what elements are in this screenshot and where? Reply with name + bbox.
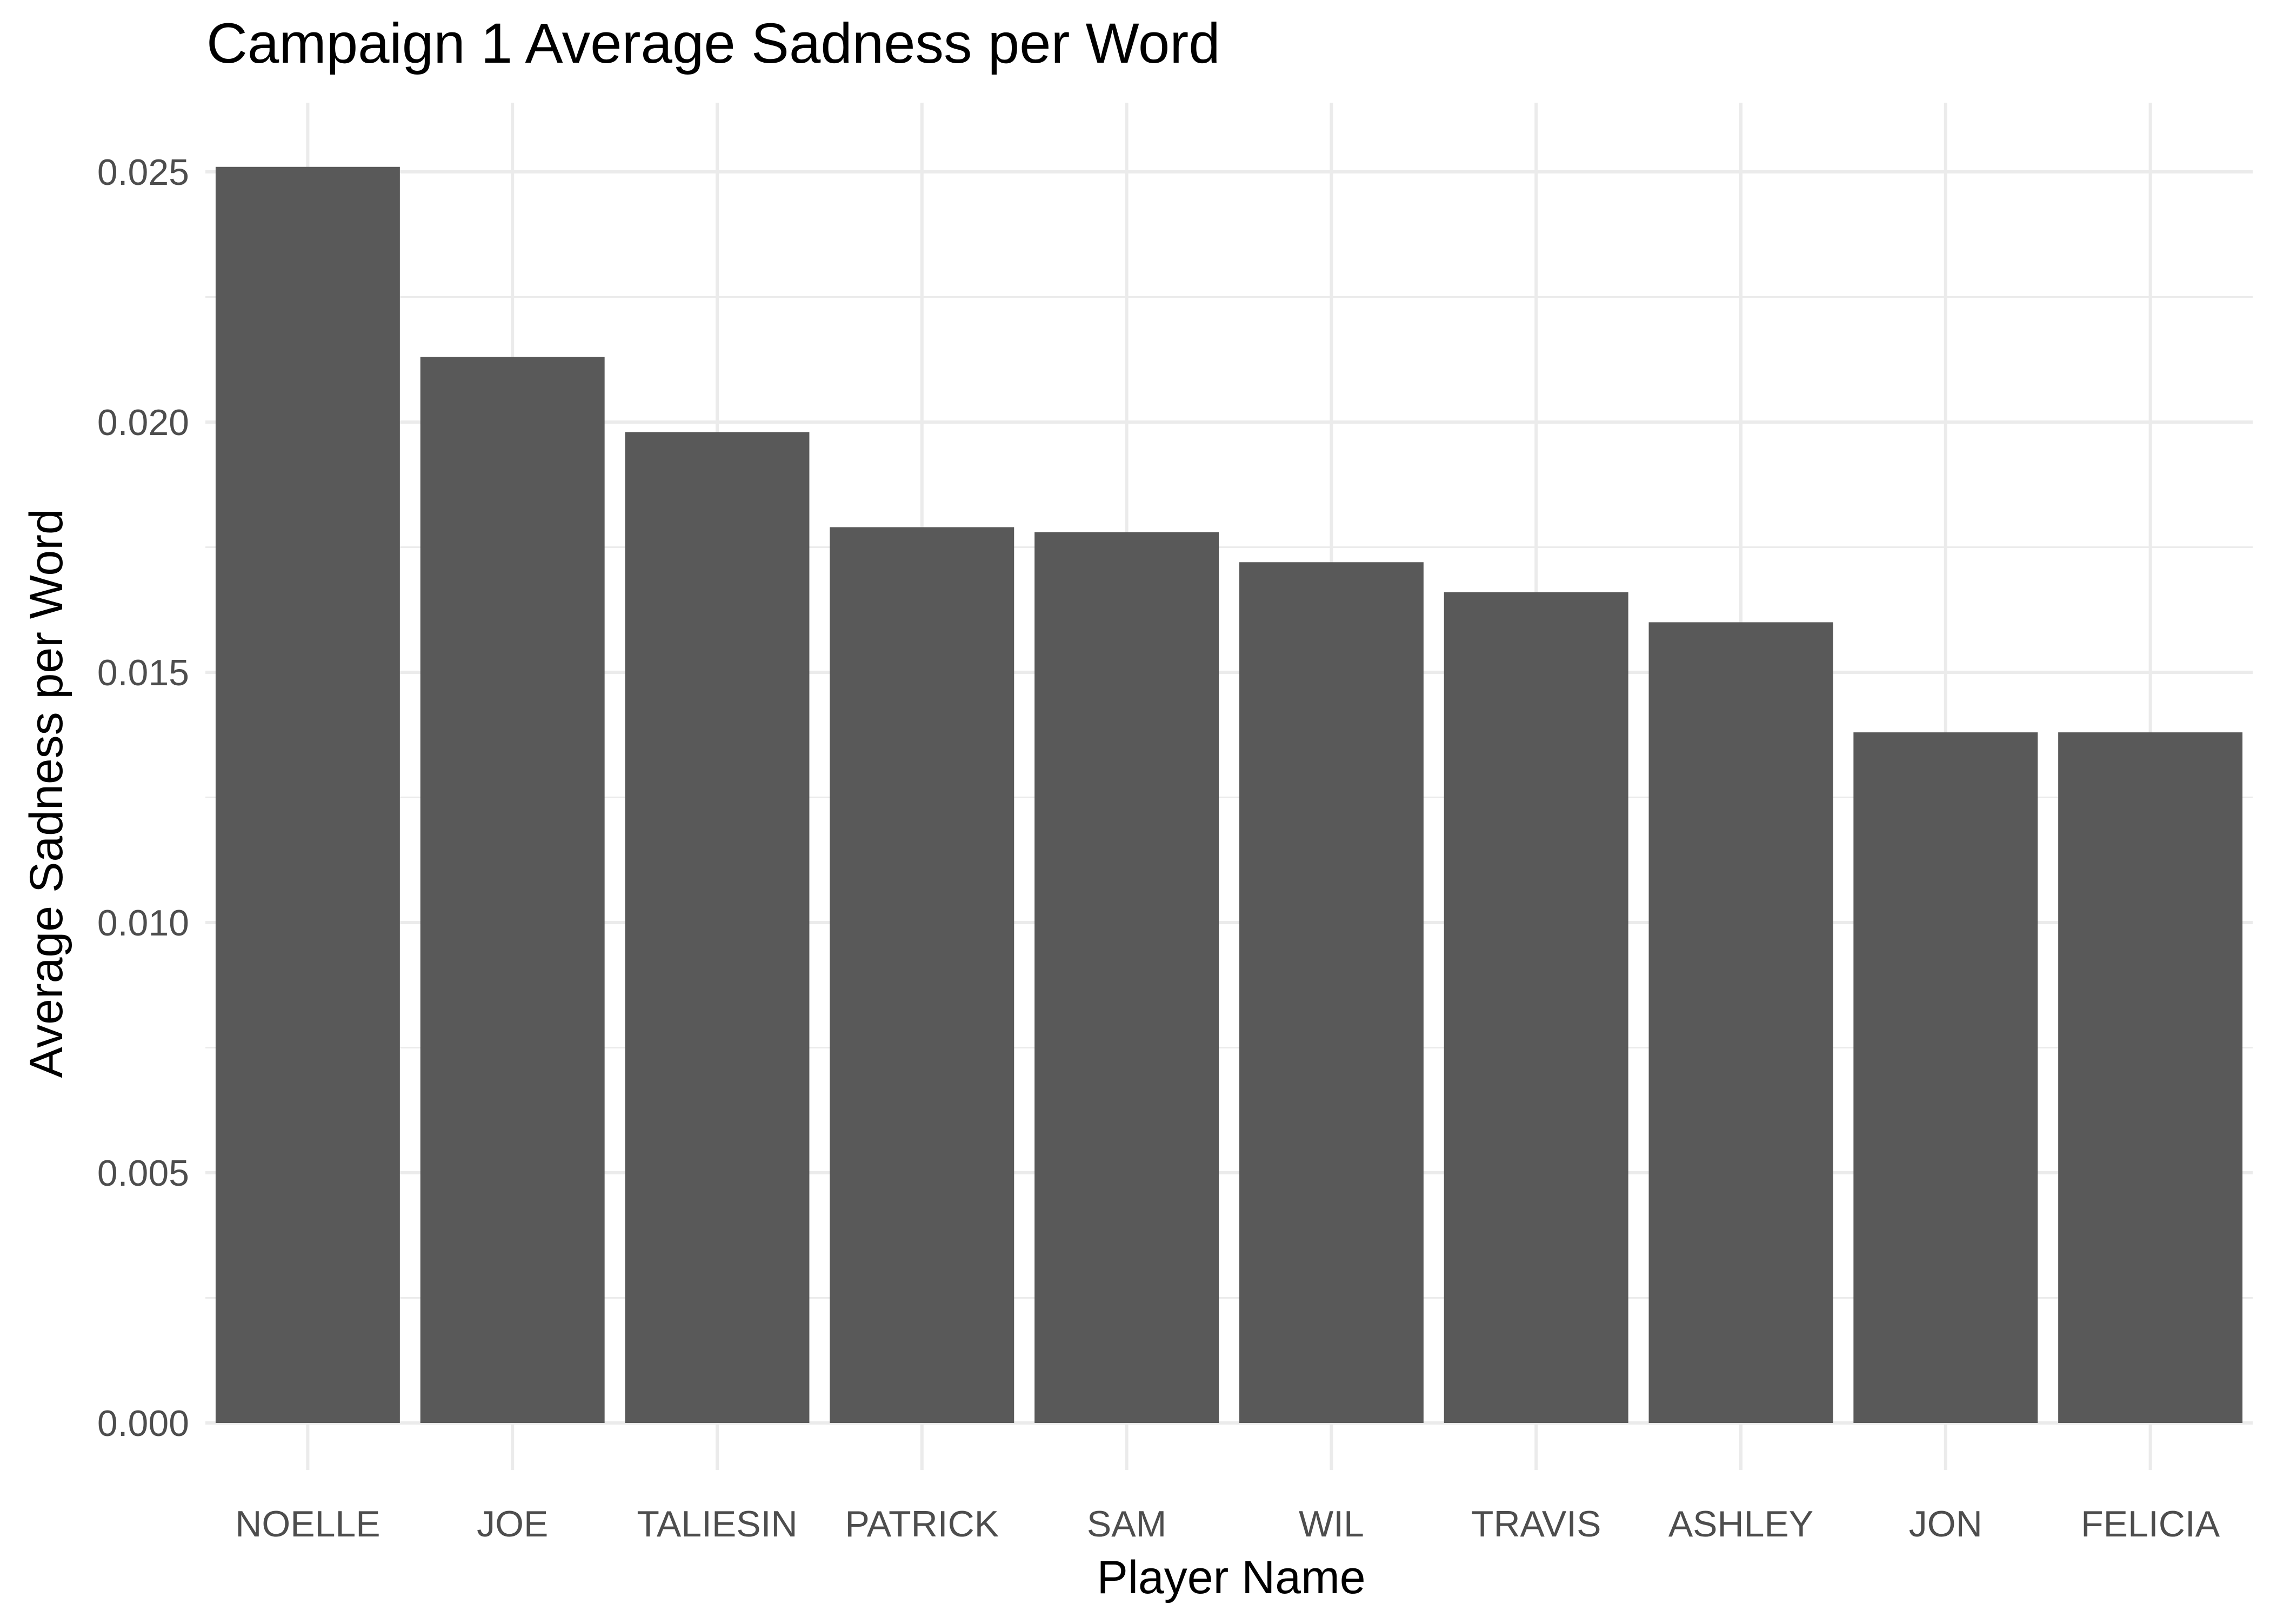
y-tick-label: 0.025 [97,152,189,193]
bars [215,166,2243,1423]
x-tick-label: PATRICK [845,1503,999,1545]
bar-taliesin [625,432,810,1423]
x-tick-label: WIL [1299,1503,1364,1545]
y-tick-label: 0.020 [97,402,189,443]
x-axis-ticks: NOELLE JOE TALIESIN PATRICK SAM WIL TRAVIS ASHL… [235,1503,2220,1545]
x-tick-label: TRAVIS [1471,1503,1601,1545]
y-tick-label: 0.010 [97,903,189,944]
bar-joe [420,357,605,1423]
x-tick-label: ASHLEY [1668,1503,1813,1545]
bar-travis [1444,592,1628,1423]
x-tick-label: JON [1909,1503,1982,1545]
x-tick-label: SAM [1087,1503,1166,1545]
x-tick-label: JOE [477,1503,548,1545]
bar-sam [1034,532,1219,1423]
bar-felicia [2058,732,2243,1423]
x-tick-label: TALIESIN [637,1503,797,1545]
x-tick-label: NOELLE [235,1503,380,1545]
bar-patrick [830,527,1014,1423]
y-axis-title: Average Sadness per Word [21,509,72,1078]
y-tick-label: 0.005 [97,1153,189,1194]
y-tick-label: 0.000 [97,1403,189,1444]
y-axis-ticks: 0.000 0.005 0.010 0.015 0.020 0.025 [97,152,189,1444]
x-axis-title: Player Name [1097,1552,1365,1603]
x-tick-label: FELICIA [2081,1503,2220,1545]
bar-ashley [1648,622,1833,1423]
bar-wil [1239,562,1424,1423]
bar-jon [1853,732,2038,1423]
bar-noelle [215,166,400,1423]
y-tick-label: 0.015 [97,652,189,693]
chart-title: Campaign 1 Average Sadness per Word [206,12,1220,75]
